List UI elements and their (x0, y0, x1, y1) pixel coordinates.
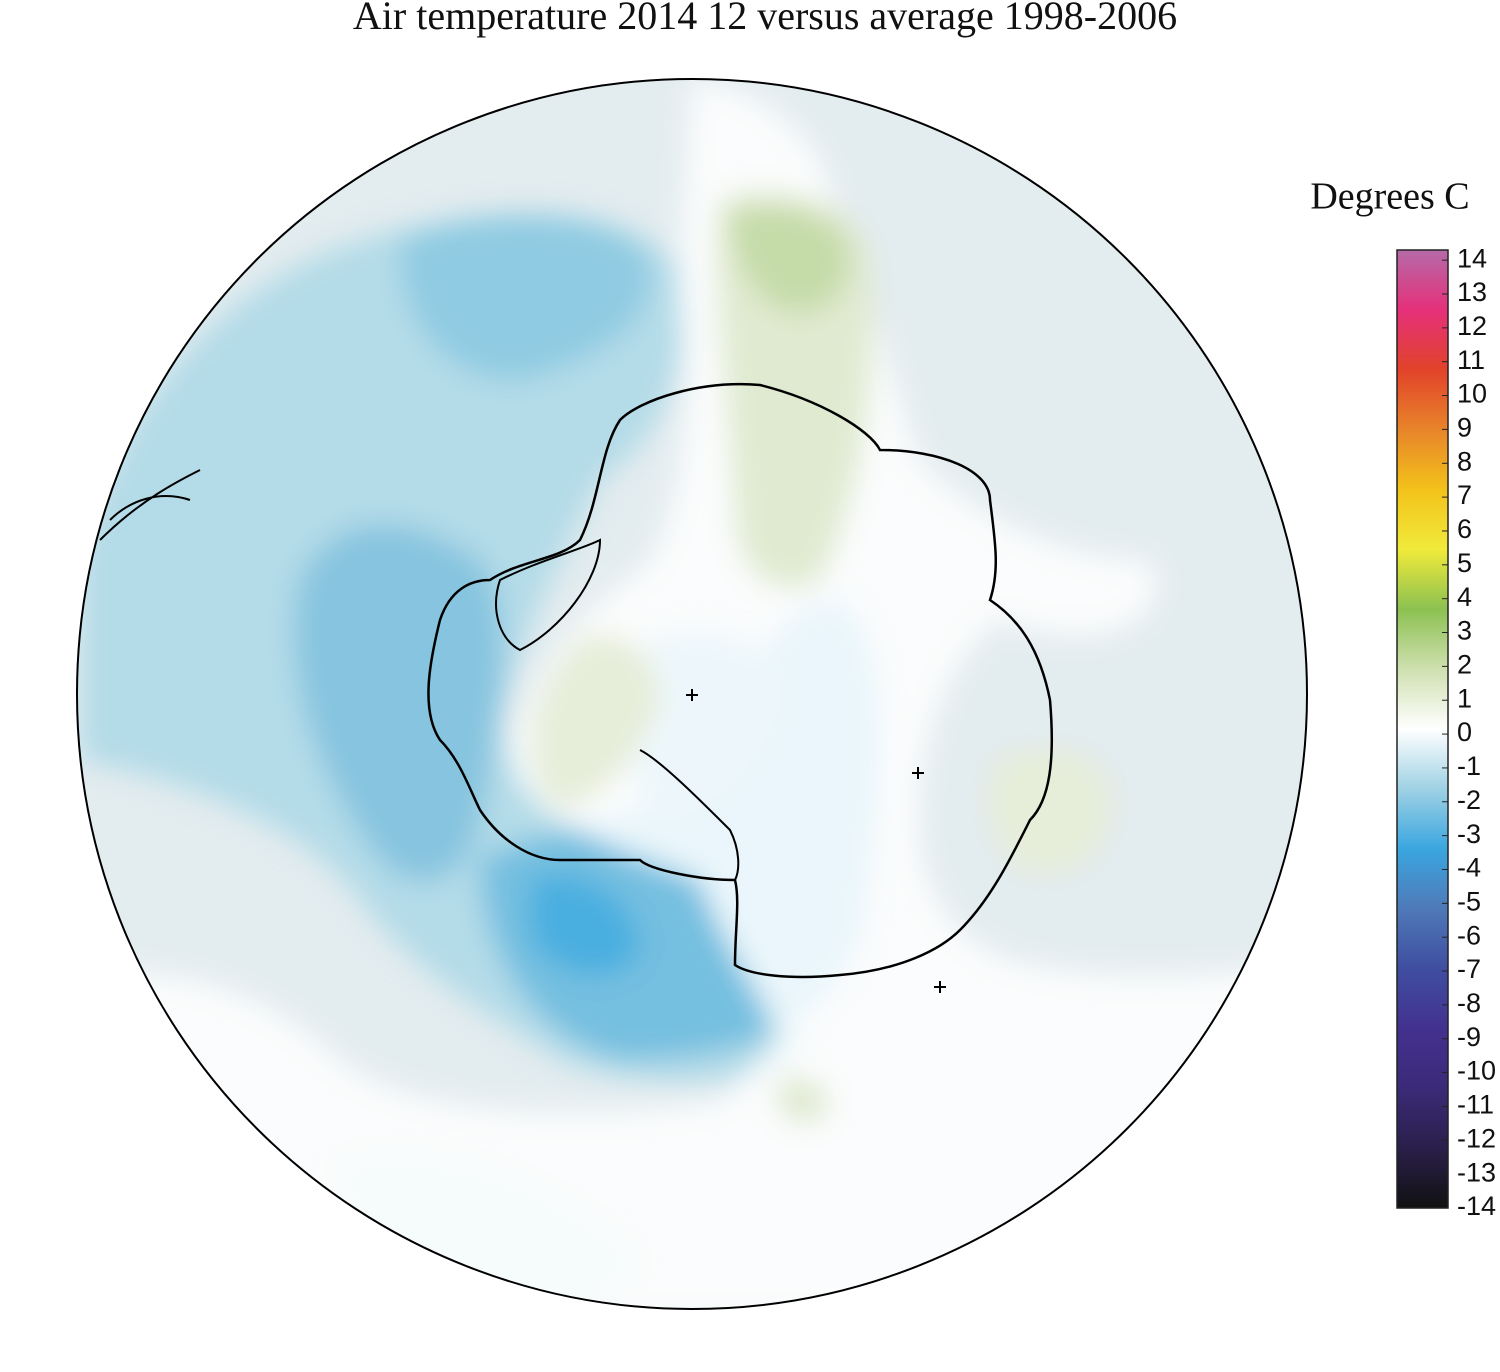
map-boundary (76, 78, 1308, 1310)
colorbar-tick-label: -7 (1457, 954, 1481, 984)
colorbar-tick-label: -11 (1457, 1090, 1494, 1120)
colorbar-tick-label: 0 (1457, 717, 1472, 747)
colorbar-tick-label: 6 (1457, 514, 1472, 544)
colorbar-tick-label: -6 (1457, 920, 1481, 950)
colorbar-tick-label: 12 (1457, 311, 1487, 341)
colorbar-tick-label: -10 (1457, 1056, 1496, 1086)
grid-markers (686, 689, 946, 993)
colorbar-tick-label: 2 (1457, 649, 1472, 679)
colorbar-tick-label: -4 (1457, 853, 1481, 883)
colorbar-tick-label: -13 (1457, 1157, 1496, 1187)
colorbar-tick-label: 10 (1457, 379, 1487, 409)
colorbar-tick-label: -12 (1457, 1123, 1496, 1153)
ice-shelf-outline (495, 538, 602, 652)
colorbar-tick-label: 9 (1457, 413, 1472, 443)
colorbar (1396, 249, 1449, 1209)
colorbar-tick-label: 11 (1457, 345, 1485, 375)
anomaly-shading (77, 80, 1307, 1309)
colorbar-tick-label: 3 (1457, 616, 1472, 646)
colorbar-title: Degrees C (1310, 176, 1469, 218)
colorbar-tick-label: 1 (1457, 683, 1472, 713)
colorbar-tick-label: 8 (1457, 446, 1472, 476)
south-america-tip (99, 469, 201, 541)
colorbar-tick-label: -14 (1457, 1191, 1496, 1221)
colorbar-tick-label: -1 (1457, 751, 1481, 781)
ross-ice-shelf (639, 749, 740, 881)
colorbar-tick-label: 7 (1457, 480, 1472, 510)
colorbar-tick-label: 5 (1457, 548, 1472, 578)
colorbar-tick-label: -8 (1457, 988, 1481, 1018)
colorbar-tick-label: 14 (1457, 243, 1487, 273)
colorbar-tick-label: -2 (1457, 785, 1481, 815)
colorbar-tick-label: -3 (1457, 819, 1481, 849)
colorbar-tick-label: -9 (1457, 1022, 1481, 1052)
antarctica-coastline (427, 383, 1054, 979)
colorbar-tick-label: 4 (1457, 582, 1472, 612)
colorbar-tick-label: 13 (1457, 277, 1487, 307)
temperature-field (77, 79, 1307, 1309)
colorbar-ticks: 14131211109876543210-1-2-3-4-5-6-7-8-9-1… (1442, 243, 1496, 1221)
map-title: Air temperature 2014 12 versus average 1… (353, 0, 1177, 38)
colorbar-tick-label: -5 (1457, 886, 1481, 916)
